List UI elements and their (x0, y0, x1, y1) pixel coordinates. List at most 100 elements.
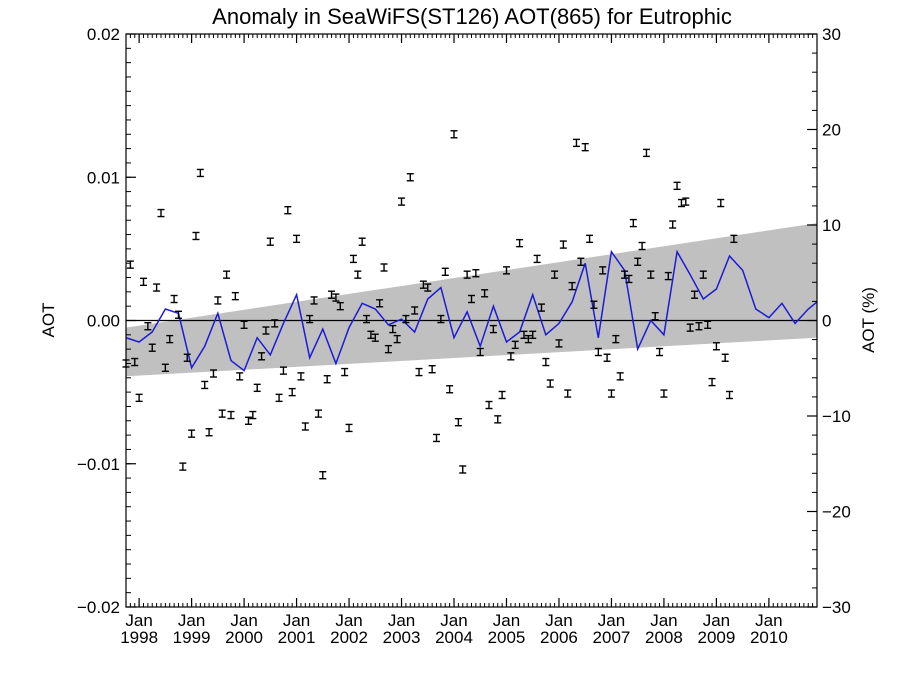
data-point (332, 293, 340, 302)
x-tick-label-year: 2007 (593, 628, 631, 647)
data-point (389, 324, 397, 334)
data-point (472, 269, 480, 278)
data-point (642, 148, 650, 158)
data-point (651, 312, 659, 321)
y-tick-label-left: −0.02 (77, 598, 120, 617)
data-point (253, 383, 261, 393)
data-point (424, 283, 432, 292)
x-tick-label-month: Jan (545, 611, 572, 630)
x-tick-label-month: Jan (230, 611, 257, 630)
data-point (616, 372, 624, 381)
data-point (336, 301, 344, 311)
data-point (411, 306, 419, 315)
data-point (341, 367, 349, 377)
y-tick-label-right: 30 (822, 25, 841, 44)
data-point (148, 343, 156, 352)
data-point (384, 344, 392, 354)
x-tick-label-month: Jan (598, 611, 625, 630)
y-tick-label-left: 0.00 (87, 312, 120, 331)
y-tick-label-right: 10 (822, 216, 841, 235)
x-tick-label-year: 2008 (645, 628, 683, 647)
data-point (634, 257, 642, 266)
data-point (559, 240, 567, 249)
y-tick-label-left: 0.02 (87, 25, 120, 44)
y-tick-label-right: −20 (822, 503, 851, 522)
data-point (660, 389, 668, 398)
data-point (271, 319, 279, 328)
data-point (494, 415, 502, 424)
data-point (712, 342, 720, 351)
data-point (297, 372, 305, 381)
data-point (201, 380, 209, 390)
data-point (367, 330, 375, 340)
data-point (398, 197, 406, 206)
data-point (371, 333, 379, 342)
data-point (349, 254, 357, 264)
data-point (498, 390, 506, 400)
data-point (450, 130, 458, 139)
x-tick-label-month: Jan (125, 611, 152, 630)
data-point (223, 270, 231, 279)
data-point (144, 322, 152, 331)
x-tick-label-year: 2000 (225, 628, 263, 647)
data-point (279, 366, 287, 375)
data-point (695, 322, 703, 331)
data-point (393, 334, 401, 344)
data-point (463, 270, 471, 279)
data-point (577, 257, 585, 266)
data-point (306, 314, 314, 324)
data-point (240, 320, 248, 329)
data-point (126, 260, 134, 269)
x-tick-label-month: Jan (178, 611, 205, 630)
x-tick-label-year: 1998 (120, 628, 158, 647)
data-point (590, 300, 598, 309)
data-point (174, 310, 182, 319)
x-tick-label-year: 2001 (278, 628, 316, 647)
data-point (603, 353, 611, 362)
data-point (188, 429, 196, 438)
data-point (314, 409, 322, 418)
x-tick-label-month: Jan (335, 611, 362, 630)
data-point (196, 168, 204, 178)
x-tick-label-year: 2006 (540, 628, 578, 647)
data-point (139, 277, 147, 287)
data-point (673, 181, 681, 191)
data-point (669, 220, 677, 229)
data-point (323, 375, 331, 384)
y-tick-label-right: −10 (822, 407, 851, 426)
data-point (288, 387, 296, 397)
data-point (629, 218, 637, 228)
data-point (607, 389, 615, 398)
x-tick-label-month: Jan (493, 611, 520, 630)
data-point (266, 237, 274, 246)
data-point (437, 314, 445, 324)
data-point (717, 198, 725, 208)
y-tick-label-left: −0.01 (77, 455, 120, 474)
data-point (231, 291, 239, 301)
data-point (682, 197, 690, 206)
data-point (612, 334, 620, 344)
x-tick-label-month: Jan (650, 611, 677, 630)
data-point (205, 428, 213, 437)
x-tick-label-month: Jan (440, 611, 467, 630)
data-point (546, 379, 554, 388)
x-tick-label-year: 2009 (697, 628, 735, 647)
data-point (621, 270, 629, 279)
data-point (656, 347, 664, 357)
data-point (131, 357, 139, 367)
data-point (446, 385, 454, 394)
data-point (459, 465, 467, 474)
data-point (161, 363, 169, 372)
data-point (476, 347, 484, 357)
y-tick-label-right: 20 (822, 121, 841, 140)
data-point (345, 423, 353, 433)
data-point (135, 393, 143, 403)
data-point (328, 290, 336, 299)
data-point (166, 334, 174, 344)
data-point (428, 365, 436, 374)
data-point (363, 314, 371, 324)
data-point (433, 433, 441, 443)
data-point (625, 274, 633, 284)
data-point (236, 372, 244, 381)
